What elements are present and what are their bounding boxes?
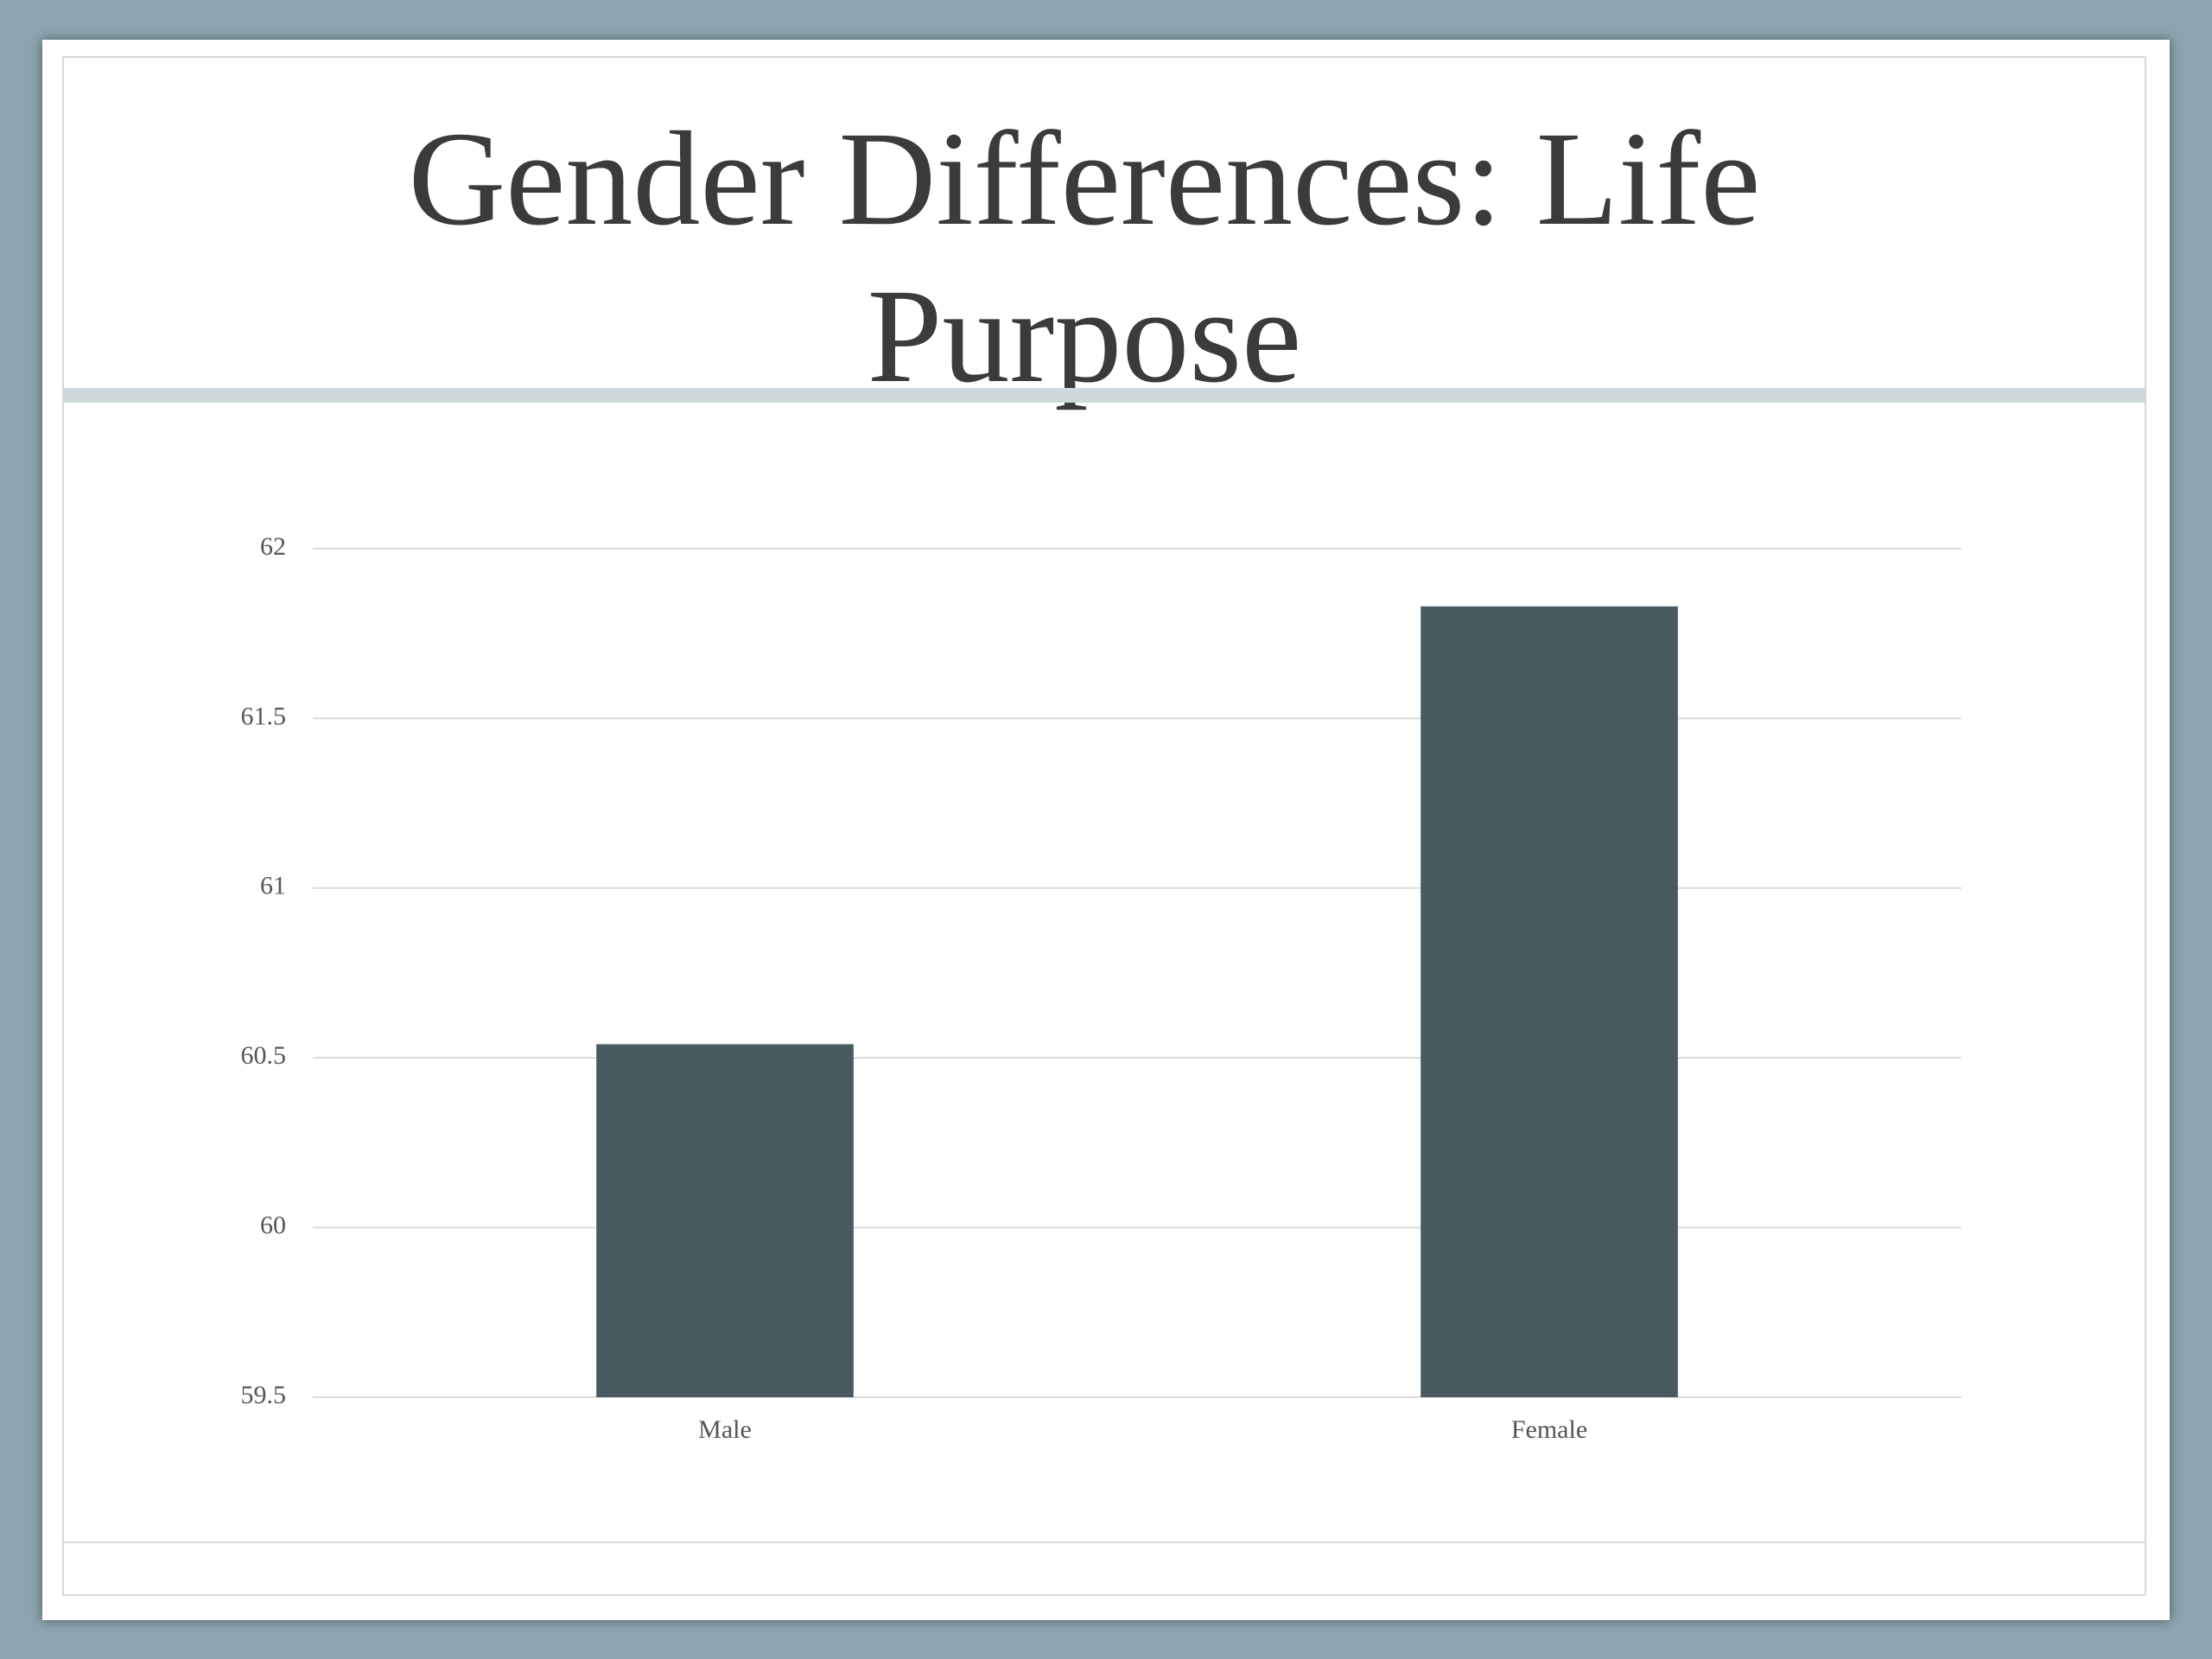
slide: Gender Differences: Life Purpose bbox=[42, 40, 2170, 1620]
y-tick-label: 60 bbox=[260, 1211, 286, 1239]
y-tick-label: 62 bbox=[260, 532, 286, 561]
x-tick-label: Male bbox=[698, 1415, 752, 1444]
slide-border bbox=[62, 56, 2146, 1596]
bar bbox=[596, 1044, 854, 1397]
chart-title: Gender Differences: Life Purpose bbox=[408, 104, 1761, 410]
footer-rule bbox=[62, 1541, 2146, 1543]
y-tick-label: 61 bbox=[260, 872, 286, 900]
bar bbox=[1421, 606, 1678, 1397]
title-rule bbox=[62, 388, 2146, 403]
y-tick-label: 60.5 bbox=[241, 1041, 287, 1070]
x-tick-label: Female bbox=[1511, 1415, 1587, 1444]
y-tick-label: 59.5 bbox=[241, 1381, 287, 1409]
y-tick-label: 61.5 bbox=[241, 702, 287, 730]
